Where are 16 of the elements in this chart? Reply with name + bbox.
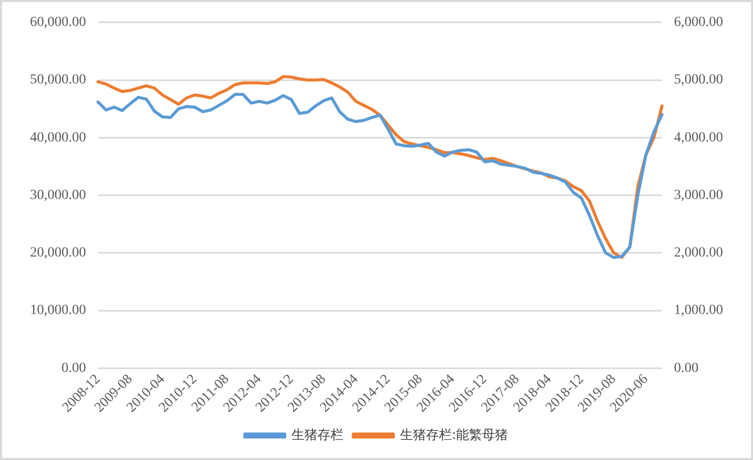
- y-tick-label: 0.00: [62, 360, 86, 376]
- y2-tick-label: 6,000.00: [674, 15, 723, 30]
- legend-label: 生猪存栏: [291, 428, 344, 443]
- legend-label: 生猪存栏:能繁母猪: [400, 428, 508, 443]
- y2-tick-label: 3,000.00: [674, 188, 723, 203]
- y-tick-label: 50,000.00: [30, 72, 86, 88]
- y-tick-label: 10,000.00: [30, 303, 86, 318]
- y2-tick-label: 0.00: [674, 360, 698, 376]
- y2-tick-label: 1,000.00: [674, 303, 723, 318]
- y-tick-label: 30,000.00: [30, 188, 86, 203]
- y-tick-label: 20,000.00: [30, 246, 86, 261]
- y2-tick-label: 4,000.00: [674, 130, 723, 146]
- y2-tick-label: 2,000.00: [674, 246, 723, 261]
- y2-tick-label: 5,000.00: [674, 72, 723, 88]
- y-tick-label: 40,000.00: [30, 130, 86, 146]
- y-tick-label: 60,000.00: [30, 15, 86, 30]
